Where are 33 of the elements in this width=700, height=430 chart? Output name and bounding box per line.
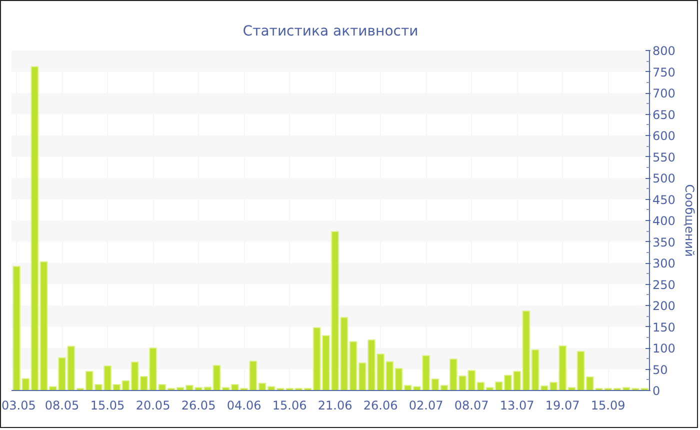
y-tick-label: 150	[652, 320, 676, 334]
x-tick-label: 15.06	[272, 398, 307, 412]
x-tick-label: 08.05	[44, 398, 80, 412]
y-tick-label: 400	[652, 214, 676, 228]
x-tick-label: 13.07	[500, 398, 534, 412]
y-tick-label: 350	[652, 235, 676, 250]
y-tick-label: 300	[652, 256, 676, 270]
y-axis-title: Сообщений	[682, 184, 696, 257]
y-tick-label: 700	[652, 86, 676, 100]
x-tick-label: 15.09	[590, 398, 626, 412]
y-tick-label: 550	[652, 150, 676, 164]
x-tick-label: 20.05	[136, 398, 170, 412]
y-tick-label: 800	[652, 44, 676, 58]
y-tick-label: 50	[652, 362, 668, 377]
y-tick-label: 100	[652, 342, 676, 356]
x-tick-label: 26.05	[181, 398, 216, 412]
y-tick-label: 600	[652, 129, 676, 143]
x-tick-label: 26.06	[363, 398, 398, 412]
x-tick-label: 04.06	[226, 398, 262, 412]
y-tick-label: 200	[652, 299, 676, 313]
y-tick-label: 650	[652, 108, 676, 122]
x-tick-label: 08.07	[454, 398, 489, 412]
x-tick-label: 19.07	[545, 398, 580, 412]
y-tick-label: 750	[652, 65, 676, 80]
y-tick-label: 0	[652, 384, 660, 398]
x-tick-label: 15.05	[90, 398, 125, 412]
x-tick-label: 21.06	[318, 398, 352, 412]
y-tick-label: 450	[652, 192, 676, 207]
chart-title: Статистика активности	[242, 24, 418, 40]
y-tick-label: 250	[652, 278, 676, 292]
x-tick-label: 02.07	[408, 398, 444, 412]
y-tick-label: 500	[652, 172, 676, 186]
x-tick-label: 03.05	[2, 398, 36, 412]
